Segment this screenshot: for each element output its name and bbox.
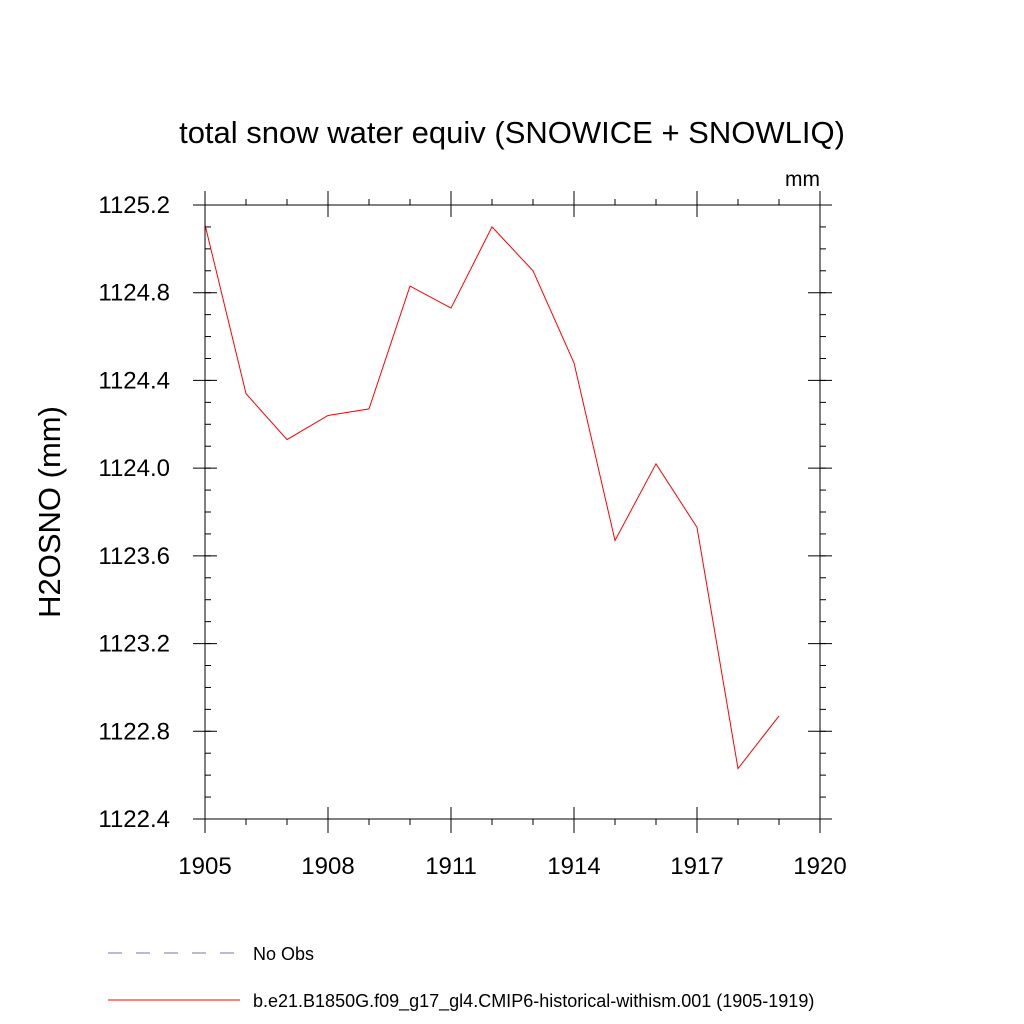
series — [204, 224, 780, 770]
x-tick-label: 1911 — [425, 853, 477, 880]
x-tick-label: 1920 — [793, 853, 846, 880]
y-tick-label: 1124.8 — [98, 280, 170, 307]
x-tick-label: 1908 — [301, 853, 354, 880]
y-tick-label: 1122.4 — [98, 806, 170, 833]
y-axis-label: H2OSNO (mm) — [32, 406, 67, 618]
y-tick-label: 1123.6 — [98, 543, 170, 570]
y-tick-label: 1125.2 — [98, 192, 170, 219]
x-tick-label: 1914 — [547, 853, 600, 880]
y-tick-label: 1124.4 — [98, 367, 170, 394]
y-tick-label: 1123.2 — [98, 631, 170, 658]
tick-labels: 1122.4 1122.8 1123.2 1123.6 1124.0 1124.4 1124… — [98, 192, 846, 880]
y-tick-label: 1122.8 — [98, 718, 170, 745]
chart-title: total snow water equiv (SNOWICE + SNOWLI… — [179, 115, 845, 150]
y-tick-label: 1124.0 — [98, 455, 170, 482]
legend: No Obs b.e21.B1850G.f09_g17_gl4.CMIP6-his… — [108, 944, 814, 1012]
legend-label: No Obs — [253, 944, 314, 964]
x-tick-label: 1917 — [670, 853, 723, 880]
legend-label: b.e21.B1850G.f09_g17_gl4.CMIP6-historica… — [253, 991, 814, 1012]
units-label: mm — [785, 168, 820, 191]
x-tick-label: 1905 — [178, 853, 231, 880]
series-line — [204, 224, 780, 770]
ticks — [193, 191, 832, 833]
plot-frame — [204, 204, 821, 820]
